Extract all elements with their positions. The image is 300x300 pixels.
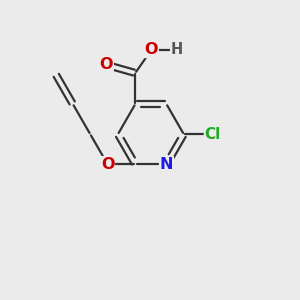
Text: O: O xyxy=(101,157,114,172)
Text: Cl: Cl xyxy=(205,127,221,142)
Text: O: O xyxy=(100,57,113,72)
Text: O: O xyxy=(145,42,158,57)
Text: H: H xyxy=(171,42,183,57)
Text: N: N xyxy=(160,157,173,172)
